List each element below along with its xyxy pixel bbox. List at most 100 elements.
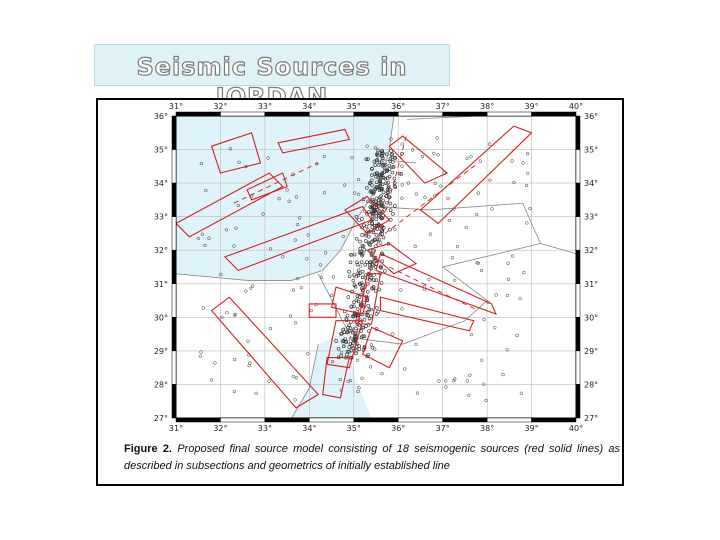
epicenter-mark [393,185,398,189]
seismic-source-zone [357,273,382,325]
epicenter-mark [393,227,397,231]
epicenter-mark [377,198,381,203]
seismic-source-zone [375,252,498,315]
epicenter-mark [480,358,484,362]
epicenter-mark [219,272,223,277]
epicenter-mark [364,324,368,328]
seismic-source-zone [246,172,288,201]
epicenter-mark [330,359,335,364]
epicenter-mark [349,252,353,257]
border-line [349,202,542,345]
epicenter-mark [351,341,355,346]
left-lat-label: 34° [154,179,168,188]
epicenter-mark [366,303,370,308]
epicenter-mark [390,170,395,175]
epicenter-mark [393,184,397,189]
epicenter-mark [380,187,384,191]
epicenter-mark [228,147,233,151]
top-lon-label: 35° [347,102,361,111]
epicenter-mark [369,307,374,312]
epicenter-mark [370,286,374,291]
epicenter-mark [233,312,238,317]
top-lon-label: 34° [302,102,316,111]
epicenter-mark [414,192,418,196]
epicenter-mark [478,159,482,163]
seismic-source-zone [210,296,320,409]
epicenter-mark [415,391,420,395]
frame-tick [575,249,581,285]
epicenter-mark [359,260,364,264]
epicenter-mark [360,312,364,317]
frame-tick [171,115,177,150]
epicenter-mark [387,187,392,192]
epicenter-mark [371,263,375,267]
epicenter-mark [354,331,358,336]
epicenter-mark [506,261,510,265]
epicenter-mark [436,153,440,157]
epicenter-mark [387,163,392,168]
epicenter-mark [366,199,370,204]
epicenter-mark [505,293,510,298]
epicenter-mark [369,205,374,210]
figure-caption: Figure 2. Proposed final source model co… [124,441,620,475]
epicenter-mark [406,181,410,185]
epicenter-mark [322,191,327,195]
epicenter-mark [360,275,365,280]
epicenter-mark [354,298,359,303]
epicenter-mark [341,327,345,332]
epicenter-mark [347,323,351,328]
caption-label: Figure 2. [124,443,172,455]
epicenter-mark [374,217,379,222]
epicenter-mark [393,204,397,208]
epicenter-mark [347,345,352,349]
epicenter-mark [380,371,384,376]
frame-tick [171,216,177,251]
bottom-lon-label: 32° [213,424,227,433]
epicenter-mark [377,237,381,242]
epicenter-mark [340,331,344,336]
seismic-source-zone [388,135,449,184]
epicenter-mark [414,342,418,346]
epicenter-mark [319,275,324,280]
epicenter-mark [374,158,379,163]
epicenter-mark [388,201,393,206]
epicenter-mark [356,389,360,394]
top-lon-label: 33° [258,102,272,111]
epicenter-mark [362,223,366,228]
epicenter-mark [346,325,350,330]
epicenter-mark [306,352,310,356]
epicenter-mark [373,259,378,263]
frame-tick [575,350,581,385]
epicenter-mark [224,228,229,232]
epicenter-mark [350,253,354,257]
epicenter-mark [361,244,366,249]
frame-tick [575,216,581,251]
border-line [380,159,417,164]
epicenter-mark [268,326,273,331]
fault-trace [348,132,408,341]
epicenter-mark [371,286,376,291]
epicenter-mark [385,176,390,180]
frame-tick [353,111,399,117]
right-lat-label: 28° [584,380,598,389]
epicenter-mark [293,238,297,242]
epicenter-mark [375,306,379,310]
seismic-source-zone [330,286,368,315]
epicenter-mark [379,160,384,164]
epicenter-mark [291,374,295,379]
left-lat-label: 31° [154,280,168,289]
epicenter-mark [373,347,377,351]
epicenter-mark [384,200,389,205]
epicenter-mark [345,349,350,354]
bottom-lon-label: 33° [258,424,272,433]
epicenter-mark [469,155,473,159]
frame-tick [575,283,581,318]
epicenter-mark [382,166,387,170]
epicenter-mark [379,215,384,220]
frame-tick [175,417,221,423]
frame-tick [442,111,488,117]
frame-tick [486,417,532,423]
epicenter-mark [490,207,494,211]
epicenter-mark [358,239,362,244]
epicenter-mark [444,379,448,383]
